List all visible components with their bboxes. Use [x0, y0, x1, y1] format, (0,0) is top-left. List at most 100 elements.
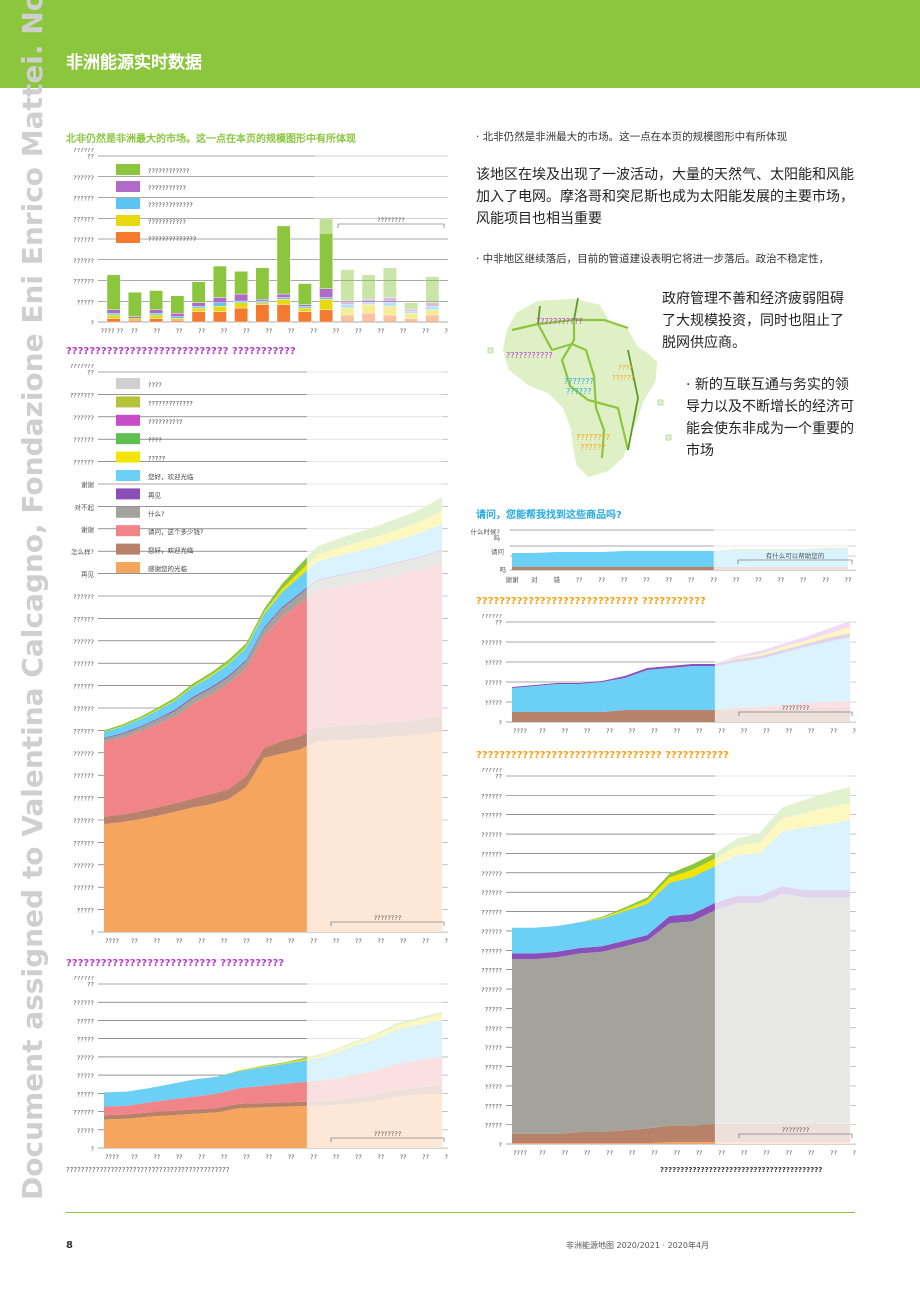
legend-swatch — [116, 181, 140, 192]
bar-segment — [234, 300, 248, 303]
bar-segment — [191, 306, 206, 309]
pipelines-dark — [537, 297, 639, 451]
map-label-east-1: ???? — [618, 364, 633, 372]
forecast-bracket — [737, 559, 853, 564]
bar-segment — [361, 304, 376, 314]
forecast-label: ???????? — [374, 1130, 402, 1138]
legend-label: ?????????????? — [148, 235, 196, 243]
y-tick-label: ?????? — [73, 459, 94, 467]
x-tick-label: ?? — [830, 727, 837, 735]
forecast-overlay — [714, 614, 850, 722]
y-tick-label: ?????? — [481, 909, 502, 917]
y-tick-label: ?????? — [73, 750, 94, 758]
bar-segment — [383, 302, 397, 307]
y-tick-label: ?????? — [73, 195, 94, 203]
y-tick-label: ????? — [485, 1102, 502, 1110]
x-tick-label: ?? — [785, 727, 792, 735]
bullet-central: · 中非地区继续落后，目前的管道建设表明它将进一步落后。政治不稳定性， — [476, 253, 830, 265]
x-tick-label: ?? — [665, 576, 672, 584]
y-tick-label: 吗 — [494, 535, 501, 543]
map-label-east-2: ?????? — [612, 374, 635, 382]
y-tick-label: ?????? — [73, 817, 94, 825]
para-central: 政府管理不善和经济疲弱阻碍了大规模投资，同时也阻止了脱网供应商。 — [662, 291, 844, 351]
x-tick-label: ?? — [445, 1153, 448, 1161]
x-tick-label: ?? — [710, 576, 717, 584]
forecast-bracket — [738, 711, 853, 716]
bar-segment — [128, 320, 142, 323]
header-band: 非洲能源实时数据 — [0, 0, 920, 88]
bar-chart: ????????????????????????????????????????… — [73, 148, 448, 335]
bar-segment — [191, 281, 206, 303]
y-tick-label: ?????? — [73, 705, 94, 713]
y-tick-label: ?????? — [73, 862, 94, 870]
bar-segment — [298, 311, 312, 323]
legend-label: ????????????? — [148, 399, 193, 407]
x-tick-label: ?? — [822, 576, 829, 584]
x-tick-label: ?? — [310, 1153, 317, 1161]
legend-swatch — [116, 164, 140, 175]
y-tick-label: ?????? — [73, 148, 94, 154]
map-label-central-1: ??????? — [564, 377, 594, 386]
y-tick-label: ?????? — [481, 889, 502, 897]
page-title: 非洲能源实时数据 — [66, 53, 202, 73]
bar-segment — [128, 318, 142, 321]
bar-segment — [404, 311, 418, 314]
legend-swatch — [116, 543, 140, 555]
x-tick-label: ?? — [763, 727, 770, 735]
y-tick-label: ?????? — [481, 639, 502, 647]
legend-label: 请问，这个多少钱? — [148, 527, 203, 536]
x-tick-label: ?? — [845, 576, 852, 584]
y-tick-label: ?????? — [73, 727, 94, 735]
forecast-bracket — [330, 1137, 445, 1142]
bar-segment — [276, 225, 291, 295]
x-tick-label: ?? — [808, 727, 815, 735]
bar-segment — [255, 304, 270, 323]
bar-segment — [106, 309, 121, 314]
y-tick-label: ?????? — [73, 683, 94, 691]
legend-label: ???? — [148, 381, 162, 389]
bar-segment — [149, 290, 163, 310]
y-tick-label: ? — [499, 1141, 502, 1149]
x-tick-label: ???? — [105, 1153, 119, 1161]
bar-segment — [361, 313, 376, 323]
footer-rule — [66, 1212, 855, 1213]
x-tick-label: ?? — [696, 1149, 703, 1157]
x-tick-label: ?? — [651, 1149, 658, 1157]
africa-map: ??????????? ??????????? ???? ?????? ????… — [487, 297, 672, 479]
legend-swatch — [116, 525, 140, 537]
x-tick-label: ?? — [651, 727, 658, 735]
y-tick-label: ?? — [495, 619, 502, 627]
y-tick-label: 什么时候? — [471, 527, 500, 536]
x-tick-label: ?? — [265, 327, 272, 335]
bar-segment — [425, 314, 440, 323]
bar-segment — [149, 313, 163, 316]
map-label-south-1: ???????? — [576, 433, 610, 442]
legend-label: ??????????? — [148, 184, 186, 192]
bl-series — [104, 1085, 442, 1120]
bar-segment — [149, 314, 163, 319]
x-tick-label: ?? — [688, 576, 695, 584]
x-tick-label: ?? — [561, 727, 568, 735]
x-tick-label: ?? — [221, 937, 228, 945]
y-tick-label: ?????? — [73, 1109, 94, 1117]
bar-chart-title: 北非仍然是非洲最大的市场。这一点在本页的规模图形中有所体现 — [66, 134, 356, 145]
bar-segment — [255, 302, 270, 305]
y-tick-label: ?????? — [481, 614, 502, 620]
x-tick-label: ?? — [718, 727, 725, 735]
bl-series — [104, 1056, 442, 1116]
y-tick-label: ?????? — [481, 812, 502, 820]
y-tick-label: ?????? — [73, 795, 94, 803]
bar-segment — [106, 314, 121, 319]
x-tick-label: ?? — [400, 327, 407, 335]
y-tick-label: ?????? — [481, 947, 502, 955]
x-tick-label: ?? — [777, 576, 784, 584]
y-tick-label: ?????? — [73, 772, 94, 780]
y-tick-label: ?????? — [73, 638, 94, 646]
x-tick-label: ?? — [673, 1149, 680, 1157]
y-tick-label: ?????? — [73, 660, 94, 668]
x-tick-label: ?? — [830, 1149, 837, 1157]
legend-swatch — [116, 433, 140, 445]
y-tick-label: ? — [91, 1145, 94, 1153]
x-tick-label: ?? — [176, 937, 183, 945]
x-tick-label: ?? — [741, 727, 748, 735]
